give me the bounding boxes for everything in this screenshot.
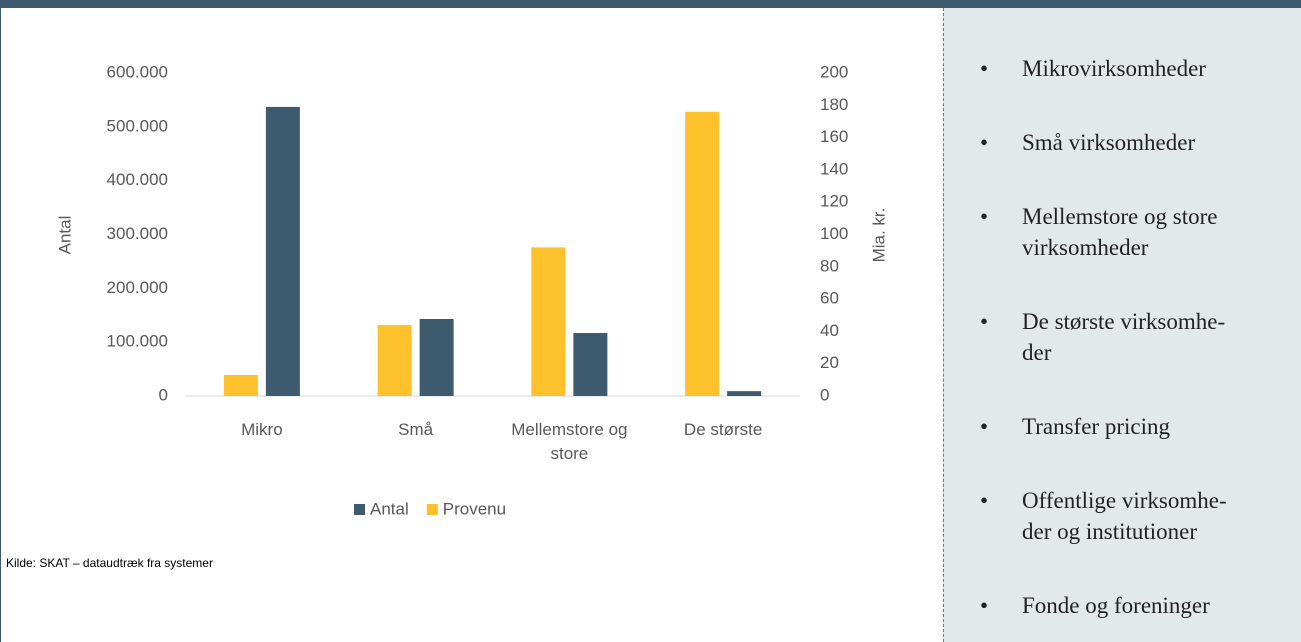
- legend-swatch: [426, 504, 438, 515]
- segment-item: Fonde og foreninger: [980, 590, 1232, 621]
- segment-item: Små virksomheder: [980, 127, 1232, 158]
- bar: [727, 391, 762, 396]
- sidebar: Mikrovirksomheder Små virksomheder Mellems…: [943, 8, 1301, 642]
- bar: [265, 106, 300, 396]
- y-tick-label: 100.000: [107, 332, 168, 351]
- y-tick-label: 200.000: [107, 278, 168, 297]
- y2-tick-label: 0: [820, 385, 829, 404]
- x-tick-label: Mellemstore og store: [511, 420, 628, 463]
- title-bar: [0, 0, 1301, 8]
- bar: [685, 111, 720, 396]
- segment-item: Transfer pricing: [980, 411, 1232, 442]
- x-tick-label: Mikro: [241, 420, 283, 439]
- bar: [223, 375, 258, 396]
- y-tick-label: 600.000: [107, 62, 168, 81]
- y2-tick-label: 140: [820, 159, 848, 178]
- legend-swatch: [354, 504, 365, 515]
- y-tick-label: 300.000: [107, 224, 168, 243]
- source-note: Kilde: SKAT – dataudtræk fra systemer: [6, 556, 213, 570]
- chart: 0 100.000 200.000 300.000 400.000 500.000 600.…: [55, 62, 888, 518]
- x-tick-label: De største: [683, 420, 763, 439]
- frame: [0, 8, 1, 642]
- bar: [531, 247, 566, 396]
- segment-item: Offentlige virksomhe-der og institutione…: [980, 485, 1232, 547]
- y2-tick-label: 80: [820, 256, 839, 275]
- y2-tick-label: 200: [820, 62, 848, 81]
- y2-tick-label: 20: [820, 353, 839, 372]
- y-tick-label: 400.000: [107, 170, 168, 189]
- y-tick-label: 0: [159, 385, 168, 404]
- y-axis-title: Antal: [55, 216, 74, 255]
- bar: [377, 324, 412, 396]
- y2-tick-label: 180: [820, 95, 848, 114]
- bar: [573, 333, 608, 396]
- y-tick-label: 500.000: [107, 116, 168, 135]
- x-tick-label: Små: [398, 420, 434, 439]
- segment-item: De største virksomhe-der: [980, 306, 1232, 368]
- y2-tick-label: 100: [820, 224, 848, 243]
- y2-axis-title: Mia. kr.: [869, 208, 888, 263]
- legend-label: Antal: [370, 499, 409, 518]
- y2-tick-label: 60: [820, 289, 839, 308]
- segment-list: Mikrovirksomheder Små virksomheder Mellems…: [944, 53, 1232, 621]
- legend-label: Provenu: [443, 499, 506, 518]
- y2-tick-label: 40: [820, 321, 839, 340]
- segment-item: Mellemstore og store virksomheder: [980, 201, 1232, 263]
- bar: [419, 319, 454, 396]
- segment-item: Mikrovirksomheder: [980, 53, 1232, 84]
- y2-tick-label: 120: [820, 192, 848, 211]
- y2-tick-label: 160: [820, 127, 848, 146]
